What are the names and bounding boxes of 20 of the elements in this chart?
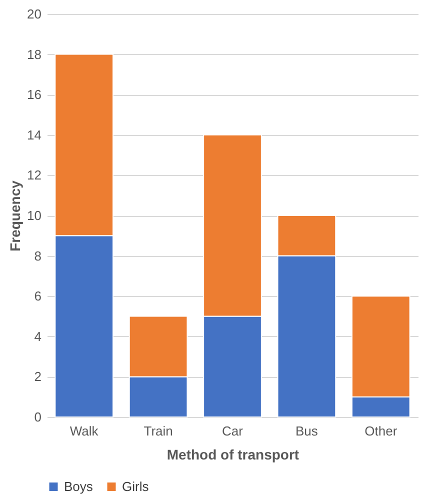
y-tick-label: 0 xyxy=(34,410,42,424)
y-tick-label: 6 xyxy=(34,288,42,304)
y-tick-label: 10 xyxy=(27,208,42,223)
x-tick-label: Train xyxy=(144,424,173,438)
x-tick-label: Other xyxy=(364,424,398,438)
x-tick-label: Car xyxy=(222,424,244,438)
y-tick-label: 8 xyxy=(34,248,42,264)
x-tick-label: Walk xyxy=(70,424,99,438)
y-tick-label: 20 xyxy=(27,6,42,22)
y-axis-title: Frequency xyxy=(7,180,24,252)
y-tick-label: 4 xyxy=(34,328,42,344)
legend-label: Girls xyxy=(122,478,150,494)
y-tick-label: 14 xyxy=(27,127,42,142)
y-tick-label: 12 xyxy=(27,168,42,183)
x-tick-label: Bus xyxy=(295,424,318,438)
x-axis-title: Method of transport xyxy=(166,446,300,462)
y-tick-label: 18 xyxy=(27,46,42,62)
legend-label: Boys xyxy=(64,478,94,494)
y-tick-label: 16 xyxy=(27,87,42,102)
y-tick-label: 2 xyxy=(34,369,42,384)
